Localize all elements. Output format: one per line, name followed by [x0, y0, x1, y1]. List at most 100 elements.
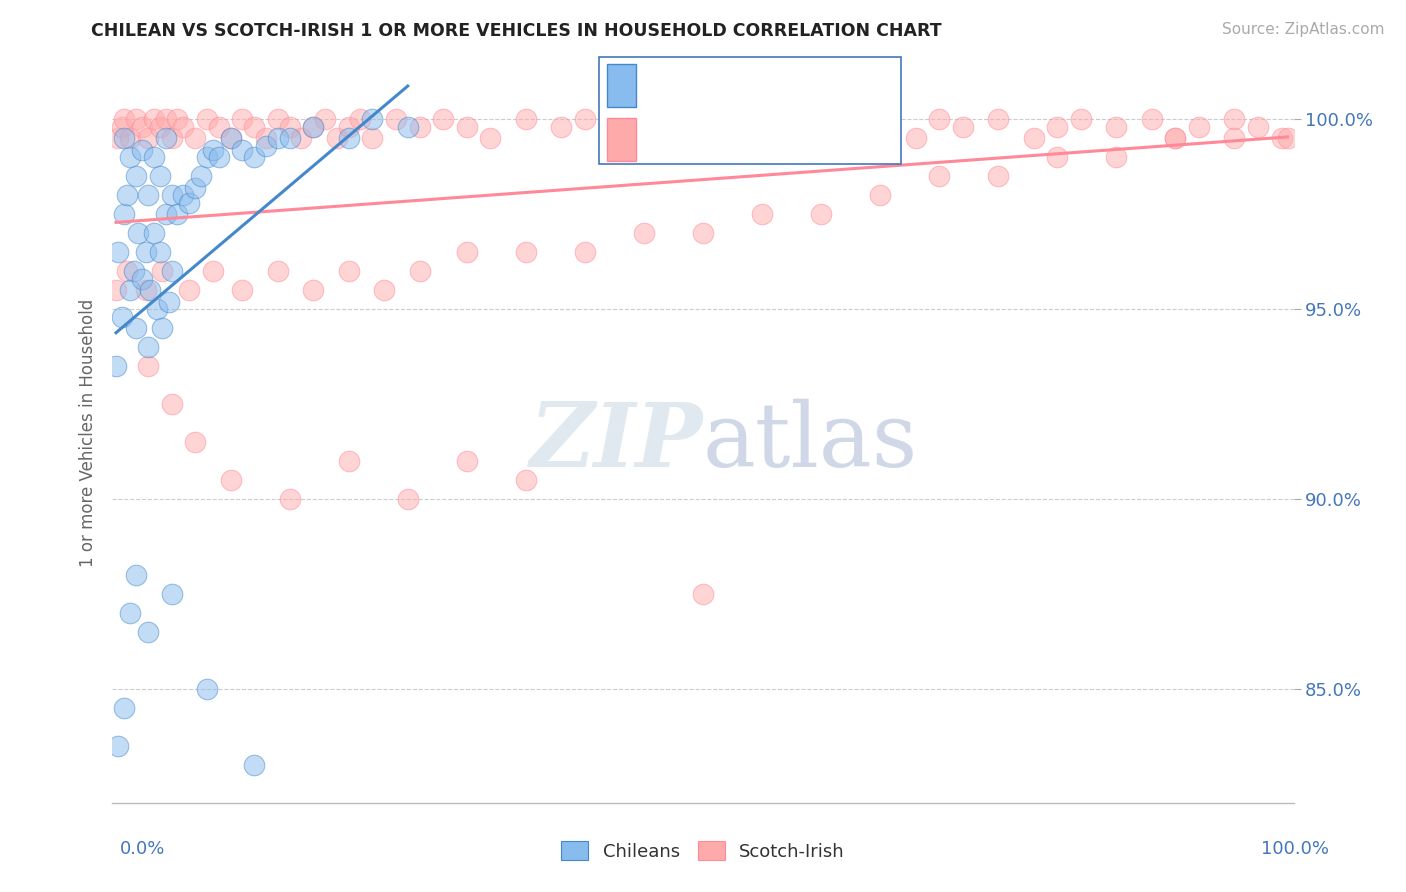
Point: [396, 120, 419, 134]
Point: [1223, 112, 1246, 127]
Text: R = 0.491   N = 97: R = 0.491 N = 97: [650, 129, 842, 149]
Text: Source: ZipAtlas.com: Source: ZipAtlas.com: [1222, 22, 1385, 37]
Point: [361, 112, 384, 127]
Point: [172, 188, 194, 202]
Point: [195, 112, 218, 127]
Point: [112, 701, 135, 715]
Point: [125, 169, 148, 184]
Point: [302, 120, 325, 134]
Point: [219, 131, 242, 145]
Point: [107, 131, 129, 145]
Point: [115, 188, 138, 202]
Point: [149, 245, 172, 260]
Point: [131, 120, 153, 134]
Point: [361, 131, 384, 145]
Point: [869, 188, 891, 202]
Point: [1164, 131, 1187, 145]
Point: [1105, 120, 1128, 134]
Point: [326, 131, 349, 145]
Point: [408, 120, 430, 134]
Point: [231, 283, 253, 297]
Point: [869, 120, 891, 134]
Point: [314, 112, 336, 127]
Point: [179, 283, 201, 297]
Point: [160, 587, 183, 601]
Point: [692, 587, 714, 601]
Point: [574, 245, 596, 260]
Point: [149, 120, 172, 134]
Point: [373, 283, 395, 297]
Point: [456, 120, 478, 134]
Point: [201, 264, 224, 278]
Point: [290, 131, 312, 145]
Point: [107, 245, 129, 260]
Point: [136, 188, 159, 202]
Point: [105, 283, 128, 297]
Y-axis label: 1 or more Vehicles in Household: 1 or more Vehicles in Household: [79, 299, 97, 566]
Point: [810, 207, 832, 221]
Point: [515, 245, 537, 260]
Point: [952, 120, 974, 134]
Point: [195, 150, 218, 164]
Point: [456, 245, 478, 260]
Point: [302, 120, 325, 134]
Point: [278, 131, 301, 145]
Point: [1140, 112, 1163, 127]
Point: [120, 131, 142, 145]
Point: [219, 131, 242, 145]
Point: [125, 112, 148, 127]
Point: [179, 195, 201, 210]
Point: [155, 131, 177, 145]
Point: [142, 112, 165, 127]
Point: [349, 112, 371, 127]
Text: 0.0%: 0.0%: [120, 840, 165, 858]
Point: [1105, 150, 1128, 164]
Point: [987, 112, 1010, 127]
Point: [396, 491, 419, 506]
Point: [146, 302, 169, 317]
Point: [550, 120, 572, 134]
Point: [136, 340, 159, 354]
Point: [1223, 131, 1246, 145]
Point: [107, 739, 129, 753]
Point: [112, 131, 135, 145]
Point: [184, 180, 207, 194]
Point: [155, 207, 177, 221]
Point: [337, 131, 360, 145]
Point: [254, 131, 277, 145]
Point: [105, 359, 128, 374]
Point: [337, 264, 360, 278]
Point: [267, 112, 290, 127]
Point: [786, 120, 808, 134]
Point: [208, 150, 231, 164]
Point: [135, 283, 157, 297]
Point: [125, 568, 148, 582]
Point: [166, 112, 188, 127]
Point: [456, 454, 478, 468]
Point: [692, 131, 714, 145]
Point: [432, 112, 454, 127]
Point: [302, 283, 325, 297]
Point: [408, 264, 430, 278]
Point: [243, 757, 266, 772]
Point: [120, 150, 142, 164]
Point: [125, 321, 148, 335]
Point: [385, 112, 408, 127]
Point: [149, 169, 172, 184]
Point: [1164, 131, 1187, 145]
Point: [135, 245, 157, 260]
Text: 100.0%: 100.0%: [1261, 840, 1329, 858]
Point: [1046, 120, 1069, 134]
Point: [904, 131, 927, 145]
Point: [155, 112, 177, 127]
Point: [254, 139, 277, 153]
Point: [1188, 120, 1211, 134]
Point: [1022, 131, 1045, 145]
Point: [243, 120, 266, 134]
Legend: Chileans, Scotch-Irish: Chileans, Scotch-Irish: [554, 834, 852, 868]
Point: [111, 310, 134, 324]
Point: [479, 131, 502, 145]
Point: [692, 227, 714, 241]
Point: [195, 681, 218, 696]
Point: [131, 143, 153, 157]
